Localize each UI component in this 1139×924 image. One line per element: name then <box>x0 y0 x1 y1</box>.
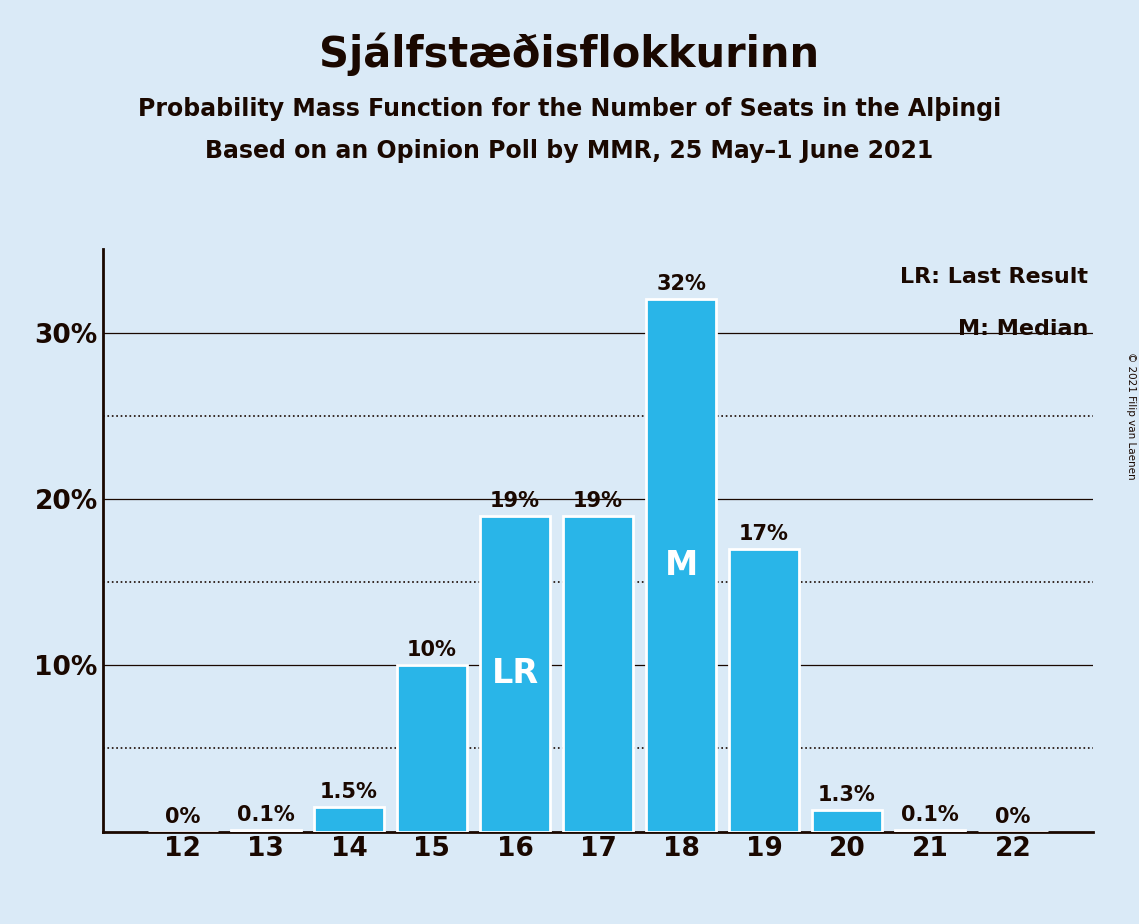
Text: 32%: 32% <box>656 274 706 295</box>
Text: 1.3%: 1.3% <box>818 785 876 805</box>
Bar <box>563 516 633 832</box>
Text: Sjálfstæðisflokkurinn: Sjálfstæðisflokkurinn <box>319 32 820 76</box>
Bar <box>396 665 467 832</box>
Text: 0%: 0% <box>995 807 1031 827</box>
Bar <box>895 830 966 832</box>
Text: LR: Last Result: LR: Last Result <box>901 267 1089 287</box>
Bar <box>230 830 301 832</box>
Text: LR: LR <box>491 657 539 690</box>
Bar <box>313 807 384 832</box>
Bar <box>646 299 716 832</box>
Text: 0.1%: 0.1% <box>237 805 295 825</box>
Text: 0%: 0% <box>165 807 200 827</box>
Text: 19%: 19% <box>573 491 623 511</box>
Text: 1.5%: 1.5% <box>320 782 378 802</box>
Text: M: Median: M: Median <box>958 320 1089 339</box>
Bar <box>812 810 883 832</box>
Bar <box>729 549 800 832</box>
Text: 0.1%: 0.1% <box>901 805 959 825</box>
Text: Based on an Opinion Poll by MMR, 25 May–1 June 2021: Based on an Opinion Poll by MMR, 25 May–… <box>205 139 934 163</box>
Text: Probability Mass Function for the Number of Seats in the Alþingi: Probability Mass Function for the Number… <box>138 97 1001 121</box>
Text: M: M <box>664 549 697 582</box>
Bar <box>480 516 550 832</box>
Text: 19%: 19% <box>490 491 540 511</box>
Text: © 2021 Filip van Laenen: © 2021 Filip van Laenen <box>1126 352 1136 480</box>
Text: 10%: 10% <box>407 640 457 661</box>
Text: 17%: 17% <box>739 524 789 544</box>
